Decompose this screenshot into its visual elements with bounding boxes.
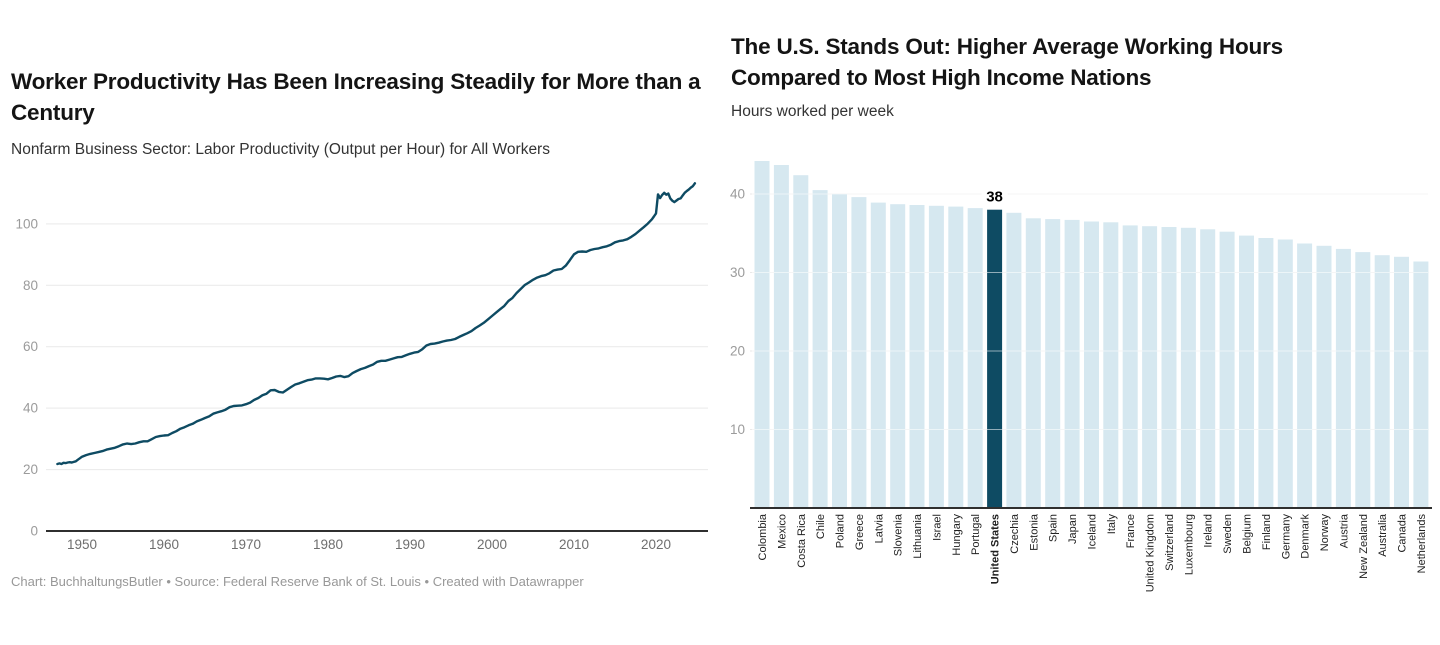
us-value-label: 38 bbox=[986, 189, 1003, 206]
y-tick-label: 30 bbox=[730, 265, 745, 280]
productivity-line-series bbox=[56, 182, 697, 466]
left-chart-footer: Chart: BuchhaltungsButler • Source: Fede… bbox=[11, 574, 584, 589]
bar-united-kingdom bbox=[1142, 226, 1158, 508]
bar-iceland bbox=[1084, 221, 1099, 508]
x-tick-label: 1990 bbox=[395, 537, 425, 552]
x-tick-label: Sweden bbox=[1222, 514, 1234, 554]
bar-portugal bbox=[967, 208, 983, 508]
x-tick-label: Colombia bbox=[757, 513, 769, 560]
x-tick-label: Czechia bbox=[1009, 513, 1021, 554]
bar-costa-rica bbox=[793, 175, 809, 508]
bar-estonia bbox=[1025, 218, 1041, 509]
us-value-label-bg bbox=[981, 187, 1008, 206]
x-tick-label: Hungary bbox=[951, 514, 963, 556]
bar-luxembourg bbox=[1180, 227, 1196, 509]
x-tick-label: Switzerland bbox=[1164, 514, 1176, 571]
bar-norway bbox=[1316, 245, 1332, 509]
y-tick-label: 20 bbox=[730, 344, 745, 359]
x-tick-label: Lithuania bbox=[912, 513, 924, 559]
x-tick-label: France bbox=[1125, 514, 1137, 548]
y-tick-label: 10 bbox=[730, 422, 745, 437]
x-tick-label: Germany bbox=[1280, 514, 1292, 560]
bar-netherlands bbox=[1413, 261, 1429, 508]
y-tick-label: 20 bbox=[23, 462, 38, 477]
x-tick-label: Spain bbox=[1048, 514, 1060, 542]
y-tick-label: 40 bbox=[730, 187, 745, 202]
bar-japan bbox=[1064, 219, 1080, 508]
x-tick-label: Estonia bbox=[1028, 513, 1040, 551]
bar-germany bbox=[1277, 239, 1293, 508]
x-tick-label: 1970 bbox=[231, 537, 261, 552]
x-tick-label: United States bbox=[990, 514, 1002, 584]
y-tick-label: 100 bbox=[15, 216, 38, 231]
productivity-line-chart: 0 20 40 60 80 100 1950 1960 1970 1980 1990 2000 2010… bbox=[15, 182, 708, 552]
x-tick-label: Finland bbox=[1261, 514, 1273, 550]
x-tick-label: Mexico bbox=[776, 514, 788, 549]
x-tick-label: Australia bbox=[1377, 513, 1389, 557]
bar-united-states bbox=[987, 209, 1003, 508]
x-tick-label: Netherlands bbox=[1416, 514, 1428, 574]
bar-australia bbox=[1374, 255, 1390, 508]
x-tick-label: 2010 bbox=[559, 537, 589, 552]
bar-chile bbox=[812, 190, 828, 508]
x-tick-label: Poland bbox=[835, 514, 847, 548]
bar-spain bbox=[1045, 219, 1061, 508]
x-tick-label: Israel bbox=[931, 514, 943, 541]
y-tick-label: 60 bbox=[23, 339, 38, 354]
x-tick-label: Belgium bbox=[1242, 514, 1254, 554]
bar-austria bbox=[1335, 248, 1351, 508]
bar-canada bbox=[1394, 256, 1409, 508]
x-tick-label: New Zealand bbox=[1358, 514, 1370, 579]
left-chart-subtitle: Nonfarm Business Sector: Labor Productiv… bbox=[11, 141, 550, 158]
x-tick-label: Luxembourg bbox=[1183, 514, 1195, 575]
bar-belgium bbox=[1239, 235, 1254, 508]
bar-greece bbox=[851, 197, 867, 508]
x-tick-label: 2020 bbox=[641, 537, 671, 552]
x-tick-label: Canada bbox=[1397, 513, 1409, 552]
bar-sweden bbox=[1219, 231, 1235, 508]
hours-bar-chart: 10 20 30 40 Colombia Mexico Costa Rica Chile Pol… bbox=[730, 161, 1432, 592]
bar-finland bbox=[1258, 238, 1274, 508]
bar-mexico bbox=[773, 165, 789, 508]
bar-israel bbox=[928, 205, 944, 509]
bar-czechia bbox=[1006, 212, 1022, 509]
x-tick-label: Costa Rica bbox=[796, 513, 808, 568]
y-tick-label: 40 bbox=[23, 401, 38, 416]
left-chart-title: Worker Productivity Has Been Increasing … bbox=[11, 69, 701, 126]
y-tick-label: 80 bbox=[23, 278, 38, 293]
x-tick-label: United Kingdom bbox=[1145, 514, 1157, 592]
y-tick-label: 0 bbox=[30, 524, 38, 539]
x-tick-label: Latvia bbox=[873, 513, 885, 543]
bar-france bbox=[1122, 225, 1138, 508]
x-tick-label: 1980 bbox=[313, 537, 343, 552]
bar-new-zealand bbox=[1355, 252, 1371, 508]
right-chart-title: The U.S. Stands Out: Higher Average Work… bbox=[731, 34, 1283, 91]
right-chart-subtitle: Hours worked per week bbox=[731, 103, 894, 120]
bar-denmark bbox=[1297, 243, 1313, 508]
x-tick-label: Chile bbox=[815, 514, 827, 539]
bar-latvia bbox=[870, 202, 886, 508]
x-tick-label: 1950 bbox=[67, 537, 97, 552]
bar-slovenia bbox=[890, 204, 906, 508]
x-tick-label: Iceland bbox=[1086, 514, 1098, 549]
x-tick-label: Portugal bbox=[970, 514, 982, 555]
bar-lithuania bbox=[909, 205, 925, 508]
x-tick-label: 1960 bbox=[149, 537, 179, 552]
x-tick-label: Slovenia bbox=[893, 513, 905, 556]
bar-italy bbox=[1103, 222, 1119, 509]
bar-switzerland bbox=[1161, 227, 1177, 508]
bar-hungary bbox=[948, 206, 964, 508]
x-tick-label: Norway bbox=[1319, 514, 1331, 552]
bar-ireland bbox=[1200, 229, 1216, 509]
x-tick-label: Japan bbox=[1067, 514, 1079, 544]
x-tick-label: 2000 bbox=[477, 537, 507, 552]
bar-colombia bbox=[754, 161, 770, 508]
x-tick-label: Italy bbox=[1106, 514, 1118, 535]
x-tick-label: Denmark bbox=[1300, 514, 1312, 559]
x-tick-label: Austria bbox=[1338, 513, 1350, 548]
x-tick-label: Greece bbox=[854, 514, 866, 550]
x-tick-label: Ireland bbox=[1203, 514, 1215, 548]
